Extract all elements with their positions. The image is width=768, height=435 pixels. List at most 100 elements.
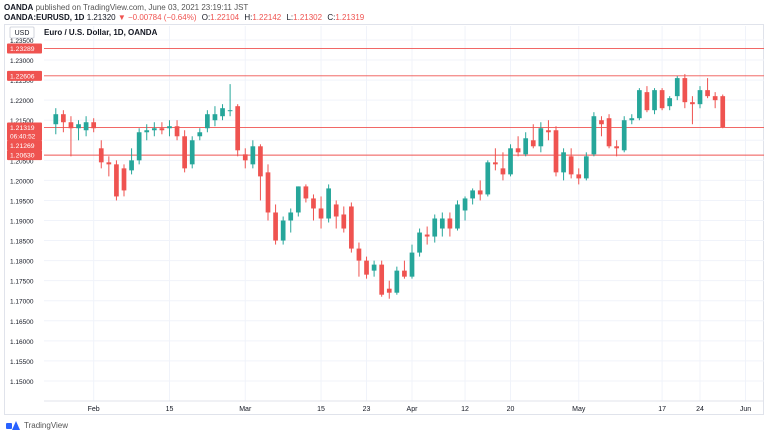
- time-axis: Feb 15 Mar 15 23 Apr 12 20 May 17 24 Jun: [44, 400, 764, 413]
- candle-body: [364, 260, 369, 275]
- candle-body: [447, 218, 453, 229]
- y-tick-label: 1.15500: [10, 359, 34, 366]
- x-tick-label: Feb: [88, 406, 100, 413]
- candle-body: [402, 270, 407, 277]
- y-tick-label: 1.18000: [10, 259, 34, 266]
- candle-body: [235, 106, 241, 151]
- candle-body: [576, 174, 582, 179]
- candle-body: [667, 98, 673, 107]
- candle-body: [288, 212, 294, 221]
- candle-body: [167, 126, 172, 129]
- candle-body: [409, 252, 415, 277]
- level-price-label: 1.20630: [10, 153, 35, 160]
- close-value: 1.21319: [335, 13, 365, 22]
- level-price-label: 1.23289: [10, 46, 35, 53]
- candle-body: [356, 248, 362, 261]
- candle-body: [76, 124, 81, 129]
- broker-name: OANDA: [4, 3, 34, 12]
- candle-body: [189, 140, 195, 165]
- x-tick-label: 23: [363, 406, 371, 413]
- candle-body: [68, 122, 74, 129]
- candle-body: [91, 122, 97, 129]
- candle-body: [508, 148, 513, 175]
- candle-body: [311, 198, 316, 209]
- x-tick-label: Mar: [239, 406, 252, 413]
- candle-body: [295, 186, 301, 213]
- candle-body: [485, 162, 491, 195]
- price-value: 1.21320: [86, 13, 116, 22]
- candle-body: [583, 156, 589, 179]
- candle-body: [553, 130, 559, 173]
- level-price-label: 1.22606: [10, 73, 35, 80]
- x-tick-label: Apr: [407, 406, 419, 413]
- candle-body: [182, 136, 187, 169]
- level-price-tag: [7, 150, 42, 161]
- candle-body: [530, 140, 536, 147]
- chart-title: Euro / U.S. Dollar, 1D, OANDA: [44, 28, 158, 37]
- chart-frame: [4, 24, 764, 415]
- candle-body: [379, 264, 385, 295]
- candle-body: [280, 220, 286, 241]
- low-value: 1.21302: [293, 13, 323, 22]
- candle-body: [273, 212, 278, 241]
- candle-body: [159, 128, 165, 131]
- candle-body: [712, 96, 718, 101]
- candle-body: [174, 126, 180, 137]
- price-labels-layer: 1.23289 1.22606 1.21319 1.20630 06:40:52 1.21…: [7, 43, 42, 161]
- candle-body: [500, 168, 506, 175]
- y-tick-label: 1.21500: [10, 118, 34, 125]
- y-tick-label: 1.23000: [10, 58, 34, 65]
- candle-body: [697, 90, 703, 105]
- candle-body: [591, 116, 597, 155]
- open-label: O:: [201, 13, 211, 22]
- level-price-label: 1.21319: [10, 125, 35, 132]
- level-price-tag: [7, 70, 42, 81]
- candle-body: [621, 120, 627, 151]
- candle-body: [515, 148, 521, 153]
- candle-body: [568, 156, 574, 175]
- candle-body: [599, 120, 604, 125]
- candle-body: [250, 146, 256, 165]
- candle-body: [644, 92, 650, 111]
- candle-body: [720, 96, 726, 128]
- y-tick-label: 1.19000: [10, 219, 34, 226]
- candle-body: [417, 232, 422, 253]
- candle-body: [462, 198, 468, 211]
- countdown-label: 06:40:52: [10, 133, 36, 140]
- x-tick-label: 17: [658, 406, 666, 413]
- level-price-tag: [7, 43, 42, 54]
- candle-body: [53, 114, 59, 125]
- candle-body: [265, 172, 271, 213]
- candle-body: [637, 90, 642, 119]
- tradingview-logo-icon: [6, 420, 20, 430]
- candle-body: [538, 128, 544, 147]
- candle-body: [121, 168, 127, 191]
- bid-price-label: 1.21269: [10, 143, 35, 150]
- candle-body: [394, 270, 400, 293]
- publisher-text: published on TradingView.com, June 03, 2…: [35, 3, 249, 12]
- y-tick-label: 1.23500: [10, 38, 34, 45]
- candle-body: [220, 108, 225, 117]
- candle-body: [614, 146, 619, 149]
- candle-body: [682, 78, 688, 103]
- candle-body: [432, 218, 438, 237]
- candle-body: [606, 118, 612, 147]
- candle-body: [326, 188, 331, 219]
- level-lines-layer: [44, 48, 764, 156]
- y-tick-label: 1.22500: [10, 78, 34, 85]
- publisher-line: OANDA published on TradingView.com, June…: [4, 3, 248, 12]
- y-tick-label: 1.20000: [10, 178, 34, 185]
- brand-label: TradingView: [24, 420, 69, 430]
- y-tick-label: 1.20500: [10, 158, 34, 165]
- high-label: H:: [244, 13, 253, 22]
- candle-body: [493, 162, 498, 165]
- candle-body: [212, 114, 218, 121]
- candle-body: [470, 190, 475, 199]
- countdown-tag: [7, 131, 42, 141]
- y-tick-label: 1.17500: [10, 279, 34, 286]
- candle-body: [129, 160, 134, 171]
- candle-body: [690, 102, 695, 105]
- x-tick-label: 24: [696, 406, 704, 413]
- y-tick-label: 1.15000: [10, 379, 34, 386]
